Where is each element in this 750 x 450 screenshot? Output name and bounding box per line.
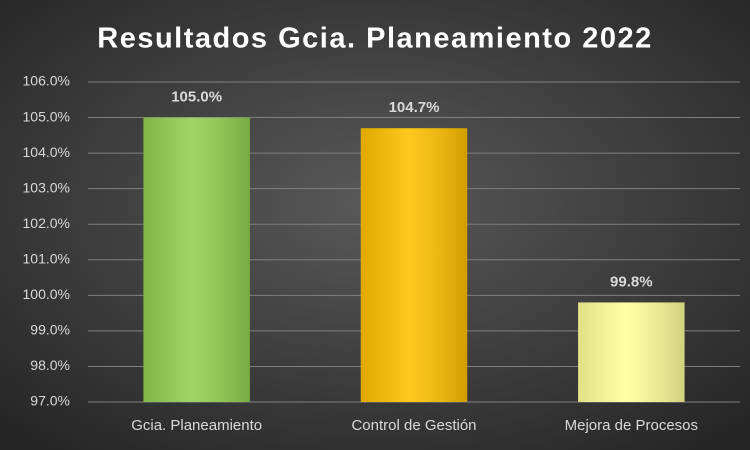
bar-shade [360, 128, 468, 402]
x-tick-label: Mejora de Procesos [565, 417, 698, 434]
value-label: 105.0% [171, 89, 222, 106]
y-tick-label: 105.0% [23, 108, 70, 124]
y-tick-label: 106.0% [23, 73, 70, 89]
chart-title: Resultados Gcia. Planeamiento 2022 [97, 23, 652, 55]
y-tick-label: 102.0% [23, 215, 70, 231]
value-label: 104.7% [389, 99, 440, 116]
y-tick-label: 100.0% [23, 286, 70, 302]
value-label: 99.8% [610, 273, 653, 290]
y-tick-label: 103.0% [23, 179, 70, 195]
bar-shade [578, 302, 685, 402]
y-tick-label: 104.0% [23, 144, 70, 160]
x-tick-label: Gcia. Planeamiento [131, 417, 262, 434]
bar-shade [143, 117, 250, 403]
y-tick-label: 97.0% [30, 393, 70, 409]
y-tick-label: 99.0% [30, 322, 70, 338]
x-tick-label: Control de Gestión [351, 417, 476, 434]
y-tick-label: 101.0% [23, 250, 70, 266]
y-tick-label: 98.0% [30, 357, 70, 373]
